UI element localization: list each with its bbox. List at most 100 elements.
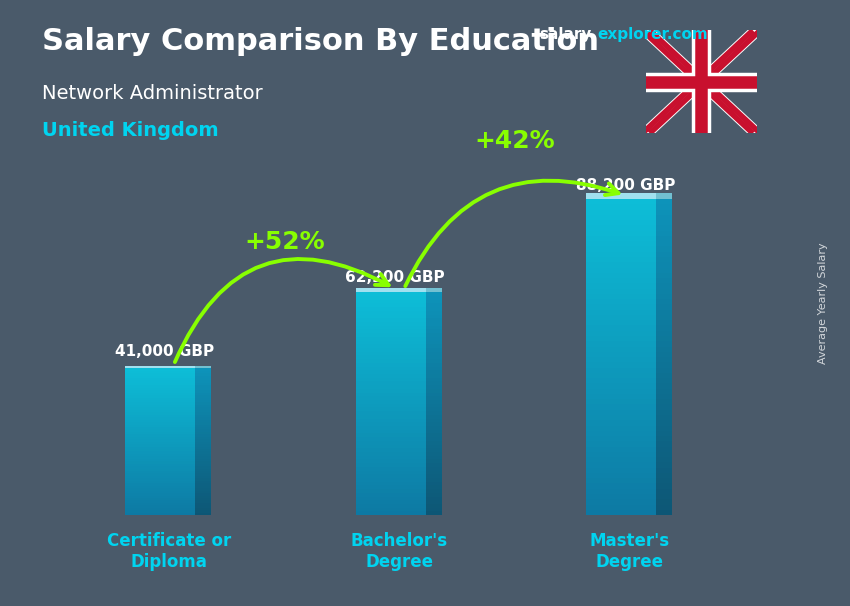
Bar — [196, 405, 211, 407]
Bar — [196, 513, 211, 515]
Bar — [356, 437, 426, 441]
Bar — [656, 267, 672, 273]
Bar — [656, 215, 672, 220]
Bar — [356, 415, 426, 419]
Bar — [196, 456, 211, 459]
Bar — [126, 481, 196, 483]
Bar — [196, 419, 211, 422]
Bar — [426, 341, 441, 344]
Bar — [126, 478, 196, 481]
Bar — [196, 398, 211, 400]
Bar — [196, 395, 211, 398]
Bar — [126, 461, 196, 464]
Bar — [586, 510, 656, 515]
Bar — [356, 467, 426, 470]
Bar — [126, 442, 196, 444]
Bar — [586, 278, 656, 284]
Bar — [356, 311, 426, 315]
Bar — [356, 474, 426, 478]
Bar — [586, 236, 656, 241]
Bar — [126, 444, 196, 447]
Bar — [426, 311, 441, 315]
Bar — [356, 493, 426, 496]
Bar — [196, 435, 211, 437]
Bar — [586, 347, 656, 352]
Bar — [426, 463, 441, 467]
Bar — [126, 471, 196, 473]
Bar — [356, 381, 426, 385]
Bar — [656, 484, 672, 489]
Bar — [356, 419, 426, 422]
Bar — [126, 432, 196, 435]
Bar — [356, 422, 426, 426]
Bar — [426, 351, 441, 355]
Text: +52%: +52% — [244, 230, 325, 255]
Bar — [656, 494, 672, 499]
Bar — [196, 422, 211, 424]
Bar — [426, 367, 441, 370]
Bar — [656, 278, 672, 284]
Bar — [356, 485, 426, 489]
Bar — [656, 231, 672, 236]
Bar — [126, 410, 196, 412]
Bar — [126, 501, 196, 503]
Bar — [126, 430, 196, 432]
Bar — [426, 493, 441, 496]
Bar — [196, 508, 211, 510]
Bar — [356, 378, 426, 381]
Bar — [356, 478, 426, 482]
Bar — [586, 210, 656, 215]
Bar — [196, 501, 211, 503]
Bar — [586, 231, 656, 236]
Bar — [356, 496, 426, 500]
Bar — [656, 220, 672, 225]
Bar — [656, 320, 672, 325]
Bar — [126, 381, 196, 383]
Bar — [196, 373, 211, 376]
Bar — [196, 503, 211, 505]
Bar — [196, 488, 211, 491]
Bar — [356, 385, 426, 389]
Bar — [196, 476, 211, 478]
Bar — [586, 257, 656, 262]
Bar — [196, 483, 211, 486]
Bar — [426, 307, 441, 311]
Bar — [426, 485, 441, 489]
Bar — [586, 204, 656, 210]
Bar — [586, 462, 656, 468]
Bar — [356, 367, 426, 370]
Bar — [126, 483, 196, 486]
Bar — [126, 456, 196, 459]
Bar — [196, 459, 211, 461]
Bar — [196, 437, 211, 439]
Bar — [426, 459, 441, 463]
Bar — [196, 393, 211, 395]
Bar — [426, 407, 441, 411]
Bar — [586, 494, 656, 499]
Bar — [586, 220, 656, 225]
Text: Network Administrator: Network Administrator — [42, 84, 264, 102]
Bar — [356, 452, 426, 456]
Bar — [656, 341, 672, 347]
Bar — [196, 449, 211, 451]
Bar — [586, 421, 656, 425]
Bar — [126, 400, 196, 402]
Bar — [656, 441, 672, 447]
Bar — [126, 476, 196, 478]
Bar — [586, 352, 656, 357]
Bar — [656, 452, 672, 457]
Bar — [586, 331, 656, 336]
Bar — [426, 288, 441, 292]
Bar — [126, 368, 196, 371]
Bar — [656, 210, 672, 215]
Bar — [586, 299, 656, 304]
Bar — [656, 421, 672, 425]
Bar — [656, 315, 672, 320]
Bar — [196, 400, 211, 402]
Bar — [356, 470, 426, 474]
Bar — [426, 426, 441, 430]
Bar — [656, 304, 672, 310]
Bar — [586, 193, 656, 199]
Text: Salary Comparison By Education: Salary Comparison By Education — [42, 27, 599, 56]
Bar — [426, 433, 441, 437]
